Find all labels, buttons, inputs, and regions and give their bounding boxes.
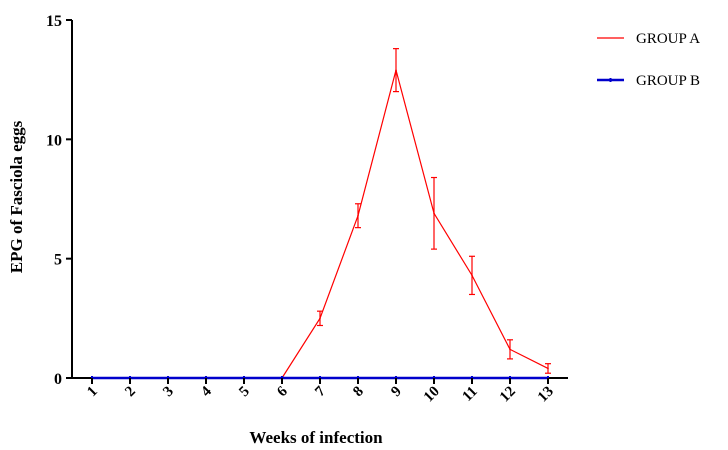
x-tick-label: 13 xyxy=(535,384,557,406)
data-point xyxy=(471,274,473,277)
data-point xyxy=(395,69,397,71)
series-line xyxy=(92,67,549,379)
x-tick-label: 4 xyxy=(198,383,215,400)
x-tick-label: 7 xyxy=(312,383,329,400)
x-tick-label: 12 xyxy=(497,384,519,406)
legend: GROUP A GROUP B xyxy=(597,31,700,89)
x-tick-label: 5 xyxy=(236,384,253,401)
x-tick-label: 9 xyxy=(388,384,405,401)
y-tick-label: 5 xyxy=(54,252,62,269)
data-point xyxy=(357,214,359,217)
data-point xyxy=(509,348,511,351)
data-point xyxy=(319,317,321,320)
x-tick-label: 6 xyxy=(274,383,291,400)
data-point xyxy=(433,212,435,215)
y-tick-label: 0 xyxy=(54,371,62,388)
series-1 xyxy=(91,48,551,379)
y-axis-title: EPG of Fasciola eggs xyxy=(7,120,26,273)
data-point xyxy=(547,367,549,370)
x-tick-label: 3 xyxy=(160,384,177,401)
x-tick-label: 10 xyxy=(421,384,443,406)
legend-label: GROUP B xyxy=(636,73,700,89)
x-axis-title: Weeks of infection xyxy=(249,428,383,447)
legend-label: GROUP A xyxy=(636,31,700,47)
series-layer xyxy=(91,48,551,380)
y-tick-label: 10 xyxy=(46,132,62,149)
x-tick-label: 8 xyxy=(350,384,367,401)
x-tick-label: 11 xyxy=(459,384,480,405)
x-tick-label: 1 xyxy=(84,384,101,401)
y-tick-label: 15 xyxy=(46,13,62,30)
x-tick-label: 2 xyxy=(122,384,139,401)
